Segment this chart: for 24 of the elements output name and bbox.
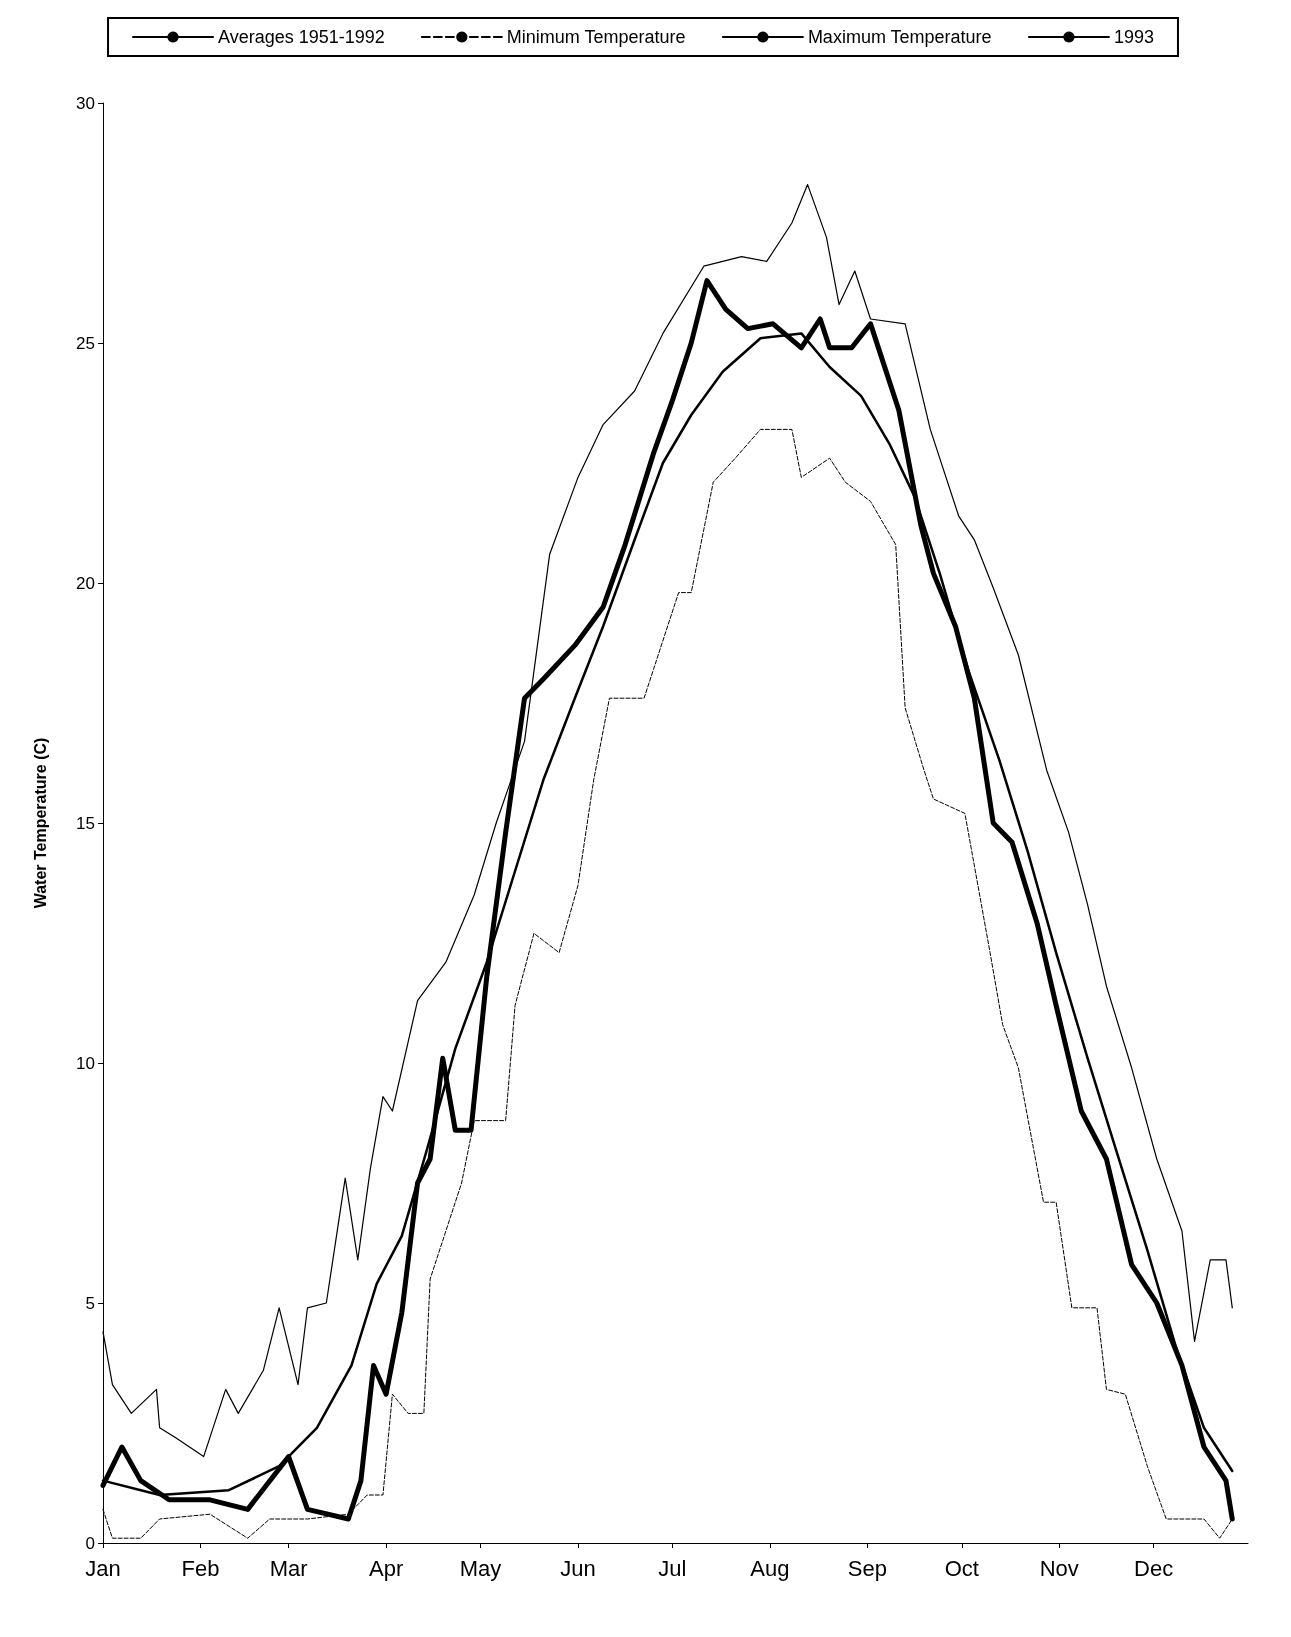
x-tick-label: Apr	[368, 1555, 404, 1581]
y-tick-label: 30	[76, 93, 95, 113]
x-tick-label: Jun	[560, 1555, 596, 1581]
y-tick-label: 20	[76, 573, 95, 593]
legend-label: Maximum Temperature	[807, 27, 992, 47]
x-tick-label: Nov	[1039, 1555, 1079, 1581]
x-tick-label: Oct	[944, 1555, 979, 1581]
y-tick-label: 15	[76, 813, 95, 833]
legend-label: Minimum Temperature	[506, 27, 686, 47]
x-tick-label: May	[459, 1555, 502, 1581]
legend-label: 1993	[1113, 27, 1154, 47]
y-tick-label: 25	[76, 333, 95, 353]
x-tick-label: Aug	[750, 1555, 790, 1581]
y-tick-label: 5	[85, 1293, 95, 1313]
y-tick-label: 10	[76, 1053, 95, 1073]
x-tick-label: Dec	[1134, 1555, 1174, 1581]
x-tick-label: Sep	[847, 1555, 887, 1581]
x-tick-label: Jul	[658, 1555, 687, 1581]
x-tick-label: Mar	[269, 1555, 308, 1581]
x-tick-label: Jan	[85, 1555, 121, 1581]
x-tick-label: Feb	[181, 1555, 220, 1581]
y-axis-title: Water Temperature (C)	[31, 737, 49, 909]
legend-label: Averages 1951-1992	[218, 27, 385, 47]
y-tick-label: 0	[85, 1533, 95, 1553]
